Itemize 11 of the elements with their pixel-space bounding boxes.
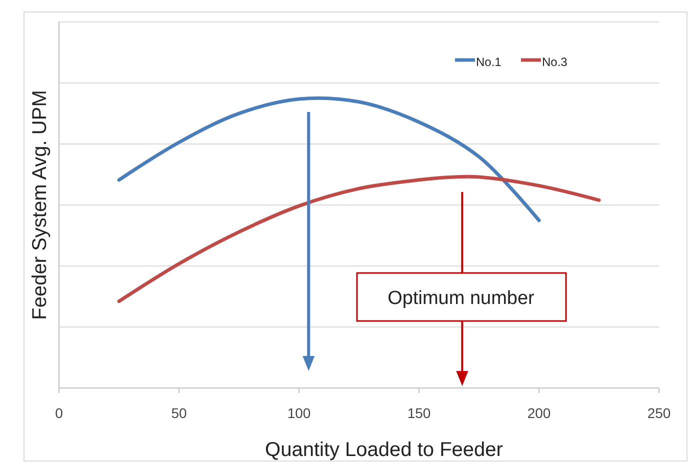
x-axis-title: Quantity Loaded to Feeder [265,439,504,461]
x-tick-label: 250 [647,405,671,421]
legend-label: No.3 [542,55,568,69]
annotation: Optimum number [388,288,536,309]
x-tick-label: 150 [407,405,431,421]
x-tick-label: 0 [55,405,64,421]
legend-label: No.1 [476,55,502,69]
y-axis-title: Feeder System Avg. UPM [29,90,51,320]
x-tick-label: 50 [171,405,187,421]
x-tick-label: 200 [527,405,551,421]
x-tick-label: 100 [287,405,311,421]
